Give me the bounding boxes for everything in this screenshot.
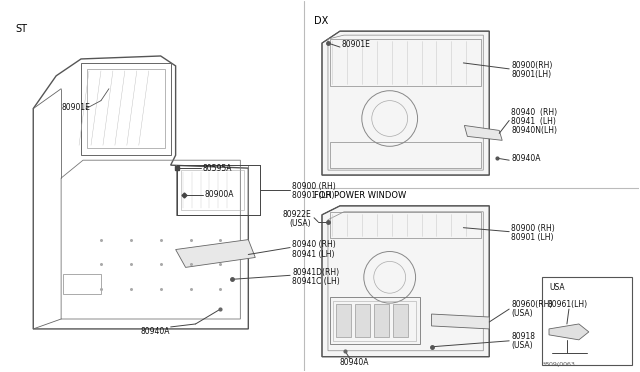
Text: 80941C (LH): 80941C (LH) — [292, 277, 340, 286]
Text: 80595A: 80595A — [202, 164, 232, 173]
Polygon shape — [465, 125, 502, 140]
Text: 80900 (RH): 80900 (RH) — [292, 182, 336, 190]
Text: 80960(RH): 80960(RH) — [511, 299, 552, 309]
Text: 80940  (RH): 80940 (RH) — [511, 108, 557, 117]
Polygon shape — [355, 304, 370, 337]
Text: ST: ST — [15, 24, 28, 34]
Text: 80940 (RH): 80940 (RH) — [292, 240, 336, 249]
Polygon shape — [336, 304, 351, 337]
Text: 80940A: 80940A — [340, 358, 369, 367]
Text: 80901E: 80901E — [61, 103, 90, 112]
Text: 80940N(LH): 80940N(LH) — [511, 126, 557, 135]
Text: 80900 (RH): 80900 (RH) — [511, 224, 555, 233]
Text: 80900(RH): 80900(RH) — [511, 61, 552, 70]
Text: *809(0063: *809(0063 — [543, 362, 576, 367]
Text: 80941D(RH): 80941D(RH) — [292, 268, 339, 277]
Text: 80901E: 80901E — [342, 39, 371, 49]
FancyBboxPatch shape — [542, 277, 632, 365]
Polygon shape — [322, 206, 489, 357]
Text: 80941  (LH): 80941 (LH) — [511, 117, 556, 126]
Text: (USA): (USA) — [289, 219, 311, 228]
Polygon shape — [393, 304, 408, 337]
Polygon shape — [431, 314, 489, 329]
Text: 80901 (LH): 80901 (LH) — [292, 192, 335, 201]
Text: 80941 (LH): 80941 (LH) — [292, 250, 335, 259]
Polygon shape — [322, 31, 489, 175]
Text: 80961(LH): 80961(LH) — [547, 299, 587, 309]
Text: 80901 (LH): 80901 (LH) — [511, 233, 554, 242]
Text: 80940A: 80940A — [141, 327, 170, 336]
Text: (USA): (USA) — [511, 341, 532, 350]
Polygon shape — [175, 240, 255, 267]
Text: 80918: 80918 — [511, 332, 535, 341]
Text: DX: DX — [314, 16, 328, 26]
Polygon shape — [374, 304, 388, 337]
Text: 80901(LH): 80901(LH) — [511, 70, 551, 79]
Text: (USA): (USA) — [511, 308, 532, 318]
Text: 80922E: 80922E — [282, 210, 311, 219]
Text: FOR POWER WINDOW: FOR POWER WINDOW — [314, 192, 406, 201]
Polygon shape — [549, 324, 589, 340]
Text: USA: USA — [549, 283, 564, 292]
Text: 80940A: 80940A — [511, 154, 541, 163]
Text: 80900A: 80900A — [205, 190, 234, 199]
